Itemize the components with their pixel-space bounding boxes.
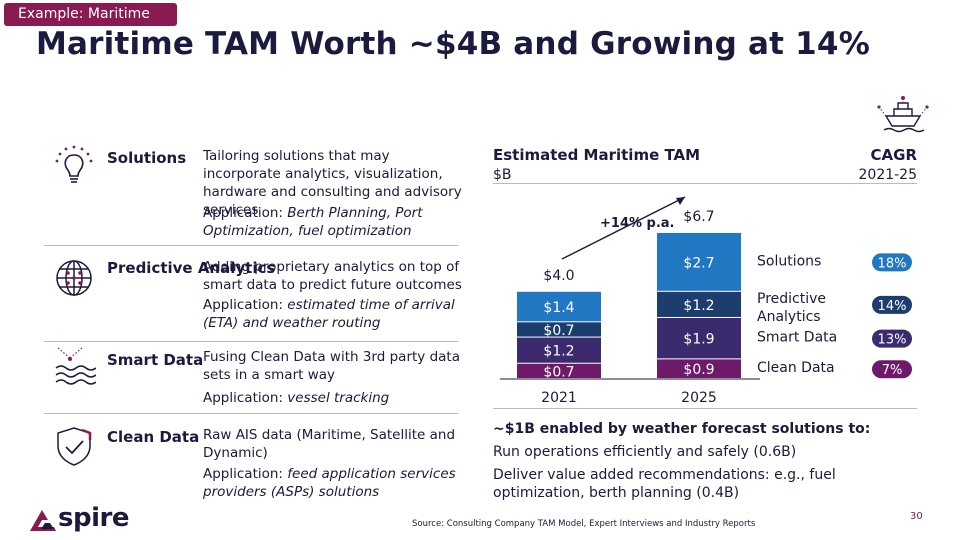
bar-segment [657,317,741,359]
arrow-head [676,197,685,205]
row-clean-data: Clean Data Raw AIS data (Maritime, Satel… [44,414,458,504]
bar-segment [517,337,601,363]
cagr-value: 7% [882,363,903,378]
cagr-badge [872,329,912,348]
total-label: $4.0 [543,268,574,284]
bar-segment [517,291,601,322]
lightbulb-icon [55,145,93,183]
note-line: Run operations efficiently and safely (0… [493,444,797,460]
spire-logo-icon [30,510,56,531]
legend-label: Solutions [757,253,821,269]
ship-icon [877,96,929,133]
row-smart-data: Smart Data Fusing Clean Data with 3rd pa… [44,342,460,414]
row-description: Adding proprietary analytics on top of s… [203,259,462,293]
cagr-badge [872,295,912,314]
category-label: 2021 [541,390,577,406]
data-label: $1.4 [543,300,574,316]
row-name: Solutions [107,149,187,167]
cagr-badge [872,360,912,379]
legend-label: Predictive [757,291,826,307]
bar-segment [657,359,741,378]
bar-segment [517,363,601,378]
row-name: Smart Data [107,351,204,369]
row-description: Fusing Clean Data with 3rd party data se… [203,349,460,383]
data-label: $1.2 [543,344,574,360]
section-tag: Example: Maritime [4,3,177,26]
note-heading: ~$1B enabled by weather forecast solutio… [493,421,871,437]
row-application: Application: vessel tracking [203,390,390,406]
cagr-header: CAGR [870,146,917,164]
chart-unit: $B [493,167,512,183]
bar-segment [657,291,741,317]
stacked-bar-chart: $0.7 $1.2 $0.7 $1.4 $4.0 2021 $0.9 $1.9 $1.2 $2.7… [500,196,912,406]
cagr-value: 13% [878,333,907,348]
row-description: Tailoring solutions that may incorporate… [203,148,462,218]
legend-label: Clean Data [757,360,835,376]
row-application: Application: feed application services p… [203,466,456,500]
row-description: Raw AIS data (Maritime, Satellite and Dy… [203,427,456,461]
growth-annotation: +14% p.a. [600,216,675,231]
shield-check-icon [57,427,92,466]
cagr-period: 2021-25 [858,167,918,183]
divider [493,408,917,409]
cagr-value: 18% [878,256,907,271]
data-label: $0.7 [543,323,574,339]
row-name: Clean Data [107,428,200,446]
page-number: 30 [910,511,923,522]
data-label: $1.2 [683,298,714,314]
divider [493,183,917,184]
data-label: $2.7 [683,255,714,271]
row-solutions: Solutions Tailoring solutions that may i… [44,138,462,246]
note-line: Deliver value added recommendations: e.g… [493,467,836,501]
data-label: $1.9 [683,332,714,348]
row-application: Application: Berth Planning, Port Optimi… [203,205,423,239]
row-application: Application: estimated time of arrival (… [203,297,455,331]
bar-segment [517,322,601,337]
brand-wordmark: spire [58,503,129,533]
total-label: $6.7 [683,209,714,225]
source-note: Source: Consulting Company TAM Model, Ex… [412,519,756,529]
waves-icon [55,347,96,385]
bar-segment [657,232,741,291]
cagr-badge [872,253,912,272]
globe-icon [56,260,92,296]
chart-title: Estimated Maritime TAM [493,146,701,164]
legend-label: Smart Data [757,330,837,346]
growth-arrow [561,196,686,260]
page-title: Maritime TAM Worth ~$4B and Growing at 1… [36,26,870,62]
category-label: 2025 [681,390,717,406]
data-label: $0.9 [683,362,714,378]
row-name: Predictive Analytics [107,259,276,277]
row-predictive-analytics: Predictive Analytics Adding proprietary … [44,246,462,342]
legend-label: Analytics [757,309,821,325]
cagr-value: 14% [878,299,907,314]
data-label: $0.7 [543,364,574,380]
